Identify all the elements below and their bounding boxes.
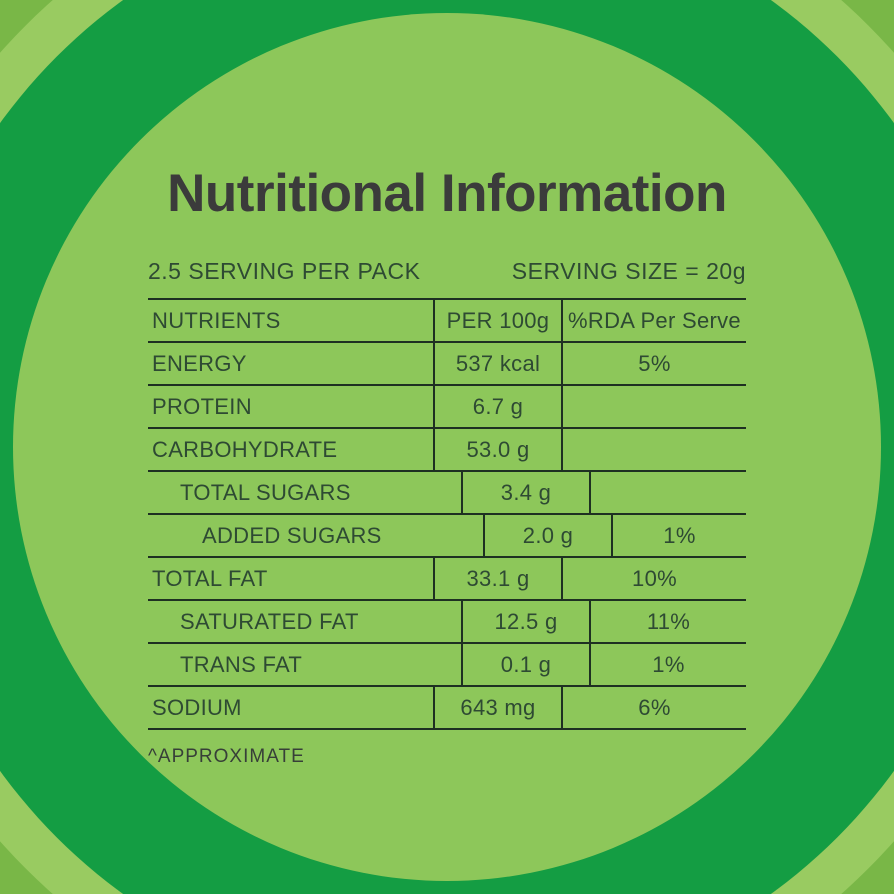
per-100g-value: 0.1 g (461, 644, 589, 685)
serving-size: SERVING SIZE = 20g (511, 258, 746, 284)
per-100g-value: 537 kcal (433, 343, 561, 384)
page-title: Nutritional Information (167, 164, 727, 223)
table-row-protein: PROTEIN 6.7 g (148, 386, 746, 429)
serving-info: 2.5 SERVING PER PACK SERVING SIZE = 20g (148, 258, 746, 285)
rda-value: 5% (561, 343, 746, 384)
rda-value (561, 386, 746, 427)
table-row-carbohydrate: CARBOHYDRATE 53.0 g (148, 429, 746, 472)
nutrient-name: TOTAL FAT (152, 565, 268, 591)
table-row-total-fat: TOTAL FAT 33.1 g 10% (148, 558, 746, 601)
rda-value: 1% (611, 515, 746, 556)
table-header-row: NUTRIENTS PER 100g %RDA Per Serve (148, 300, 746, 343)
nutrient-name: SODIUM (152, 694, 242, 720)
table-row-sodium: SODIUM 643 mg 6% (148, 687, 746, 728)
rda-value (589, 472, 746, 513)
inner-circle (13, 13, 881, 881)
per-100g-value: 12.5 g (461, 601, 589, 642)
rda-value: 1% (589, 644, 746, 685)
header-per-100g: PER 100g (433, 300, 561, 341)
table-row-total-sugars: TOTAL SUGARS 3.4 g (148, 472, 746, 515)
nutrient-name: PROTEIN (152, 393, 252, 419)
per-100g-value: 53.0 g (433, 429, 561, 470)
nutrient-name: SATURATED FAT (180, 608, 359, 634)
per-100g-value: 643 mg (433, 687, 561, 728)
servings-per-pack: 2.5 SERVING PER PACK (148, 258, 421, 284)
rda-value: 10% (561, 558, 746, 599)
footnote: ^APPROXIMATE (148, 746, 305, 767)
rda-value: 6% (561, 687, 746, 728)
nutrition-table: NUTRIENTS PER 100g %RDA Per Serve ENERGY… (148, 298, 746, 730)
nutrient-name: TRANS FAT (180, 651, 303, 677)
nutrient-name: ADDED SUGARS (202, 522, 382, 548)
table-row-added-sugars: ADDED SUGARS 2.0 g 1% (148, 515, 746, 558)
table-row-trans-fat: TRANS FAT 0.1 g 1% (148, 644, 746, 687)
rda-value (561, 429, 746, 470)
per-100g-value: 3.4 g (461, 472, 589, 513)
per-100g-value: 6.7 g (433, 386, 561, 427)
per-100g-value: 33.1 g (433, 558, 561, 599)
nutrition-panel: 2.5 SERVING PER PACK SERVING SIZE = 20g … (148, 258, 746, 768)
header-rda: %RDA Per Serve (561, 300, 746, 341)
nutrient-name: CARBOHYDRATE (152, 436, 338, 462)
rda-value: 11% (589, 601, 746, 642)
per-100g-value: 2.0 g (483, 515, 611, 556)
table-row-saturated-fat: SATURATED FAT 12.5 g 11% (148, 601, 746, 644)
nutrient-name: TOTAL SUGARS (180, 479, 351, 505)
table-row-energy: ENERGY 537 kcal 5% (148, 343, 746, 386)
nutrient-name: ENERGY (152, 350, 247, 376)
header-nutrients: NUTRIENTS (152, 307, 281, 333)
